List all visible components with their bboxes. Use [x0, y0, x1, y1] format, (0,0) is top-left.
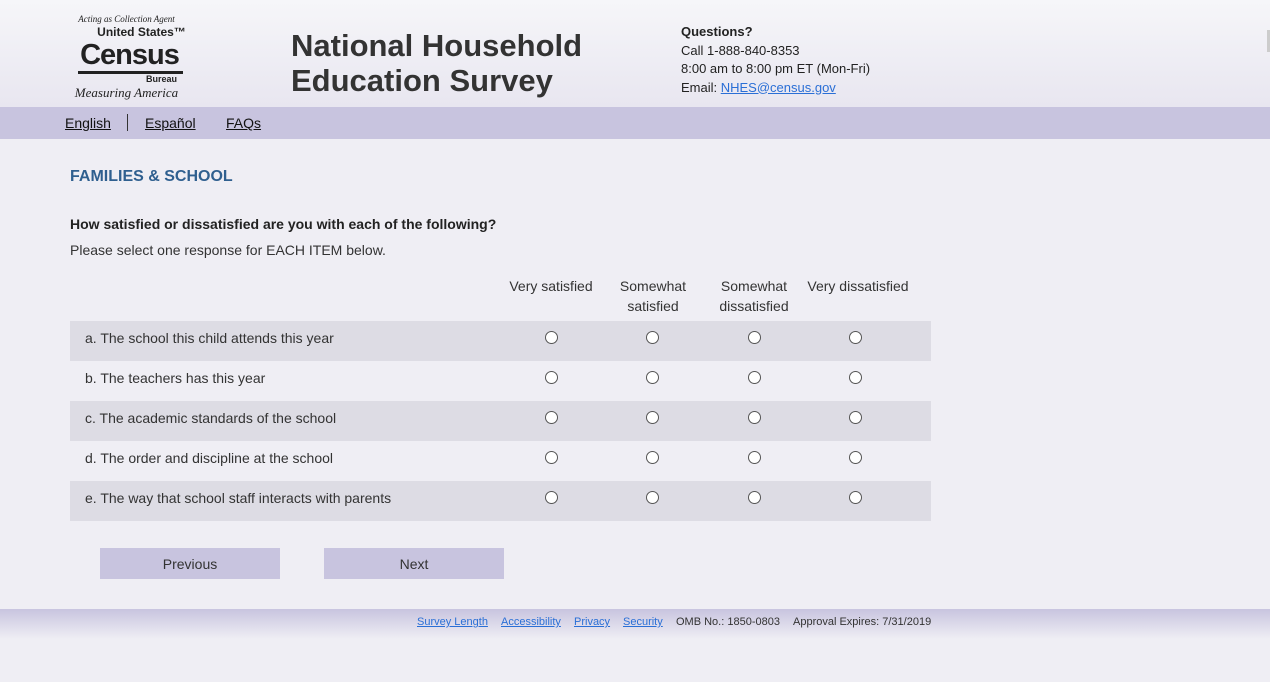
question-row: a. The school this child attends this ye…	[70, 321, 931, 361]
radio-option[interactable]	[849, 411, 862, 424]
logo-census: Census	[80, 39, 180, 71]
radio-option[interactable]	[646, 491, 659, 504]
title-line-2: Education Survey	[291, 63, 553, 98]
email-link[interactable]: NHES@census.gov	[720, 79, 836, 95]
radio-option[interactable]	[849, 371, 862, 384]
nav-divider	[127, 114, 128, 131]
next-button[interactable]: Next	[324, 548, 504, 579]
radio-option[interactable]	[748, 371, 761, 384]
radio-option[interactable]	[545, 491, 558, 504]
section-heading: FAMILIES & SCHOOL	[70, 168, 233, 185]
radio-option[interactable]	[849, 491, 862, 504]
radio-option[interactable]	[748, 411, 761, 424]
contact-heading: Questions?	[681, 24, 753, 39]
column-very-dissatisfied: Very dissatisfied	[807, 278, 909, 294]
previous-button[interactable]: Previous	[100, 548, 280, 579]
footer-privacy[interactable]: Privacy	[574, 616, 611, 628]
question-row: e. The way that school staff interacts w…	[70, 481, 931, 521]
language-nav: English Español FAQs	[0, 107, 1270, 139]
question-row: b. The teachers has this year	[70, 361, 931, 401]
row-label: e. The way that school staff interacts w…	[85, 490, 392, 506]
logo-tagline: Measuring America	[74, 85, 179, 100]
page-title: National Household Education Survey	[291, 28, 582, 98]
radio-option[interactable]	[646, 371, 659, 384]
title-line-1: National Household	[291, 28, 583, 63]
question-text: How satisfied or dissatisfied are you wi…	[70, 216, 497, 232]
radio-option[interactable]	[748, 491, 761, 504]
header: Acting as Collection Agent United States…	[0, 0, 1270, 107]
row-label: a. The school this child attends this ye…	[85, 330, 334, 346]
column-somewhat-dissatisfied: Somewhat dissatisfied	[719, 278, 789, 314]
column-very-satisfied: Very satisfied	[509, 278, 593, 294]
row-label: d. The order and discipline at the schoo…	[85, 450, 334, 466]
contact-hours: 8:00 am to 8:00 pm ET (Mon-Fri)	[681, 61, 871, 76]
logo-bureau: Bureau	[78, 71, 183, 85]
nav-espanol[interactable]: Español	[145, 115, 196, 131]
contact-info: Questions? Call 1-888-840-8353 8:00 am t…	[681, 23, 870, 97]
census-logo: Acting as Collection Agent United States…	[64, 14, 189, 100]
radio-option[interactable]	[849, 451, 862, 464]
radio-option[interactable]	[545, 411, 558, 424]
contact-phone: Call 1-888-840-8353	[681, 42, 800, 58]
row-label: b. The teachers has this year	[85, 370, 266, 386]
scrollbar[interactable]	[1267, 30, 1270, 52]
radio-option[interactable]	[545, 371, 558, 384]
logo-us: United States™	[97, 25, 186, 39]
radio-option[interactable]	[849, 331, 862, 344]
nav-faqs[interactable]: FAQs	[226, 115, 262, 131]
footer-expires: Approval Expires: 7/31/2019	[793, 616, 932, 628]
footer-survey-length[interactable]: Survey Length	[417, 616, 488, 628]
footer-security[interactable]: Security	[623, 616, 663, 628]
column-somewhat-satisfied: Somewhat satisfied	[619, 278, 687, 314]
row-label: c. The academic standards of the school	[85, 410, 337, 426]
question-row: c. The academic standards of the school	[70, 401, 931, 441]
radio-option[interactable]	[545, 451, 558, 464]
question-row: d. The order and discipline at the schoo…	[70, 441, 931, 481]
radio-option[interactable]	[646, 451, 659, 464]
radio-option[interactable]	[545, 331, 558, 344]
footer-accessibility[interactable]: Accessibility	[501, 616, 561, 628]
radio-option[interactable]	[646, 331, 659, 344]
logo-agent: Acting as Collection Agent	[78, 14, 175, 24]
footer-omb: OMB No.: 1850-0803	[676, 616, 780, 628]
instruction-text: Please select one response for EACH ITEM…	[70, 242, 386, 258]
radio-option[interactable]	[748, 451, 761, 464]
email-label: Email:	[681, 79, 721, 95]
footer: Survey Length Accessibility Privacy Secu…	[0, 609, 1270, 639]
radio-option[interactable]	[748, 331, 761, 344]
radio-option[interactable]	[646, 411, 659, 424]
nav-english[interactable]: English	[65, 115, 111, 131]
